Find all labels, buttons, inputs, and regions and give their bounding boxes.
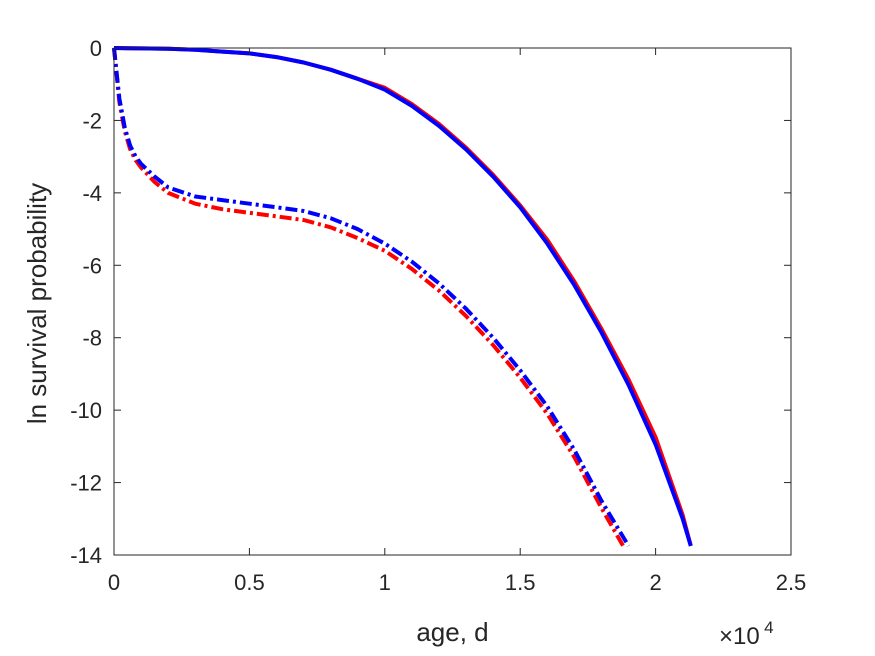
x-tick-label: 0.5 [234, 570, 265, 595]
series-line-2 [113, 46, 693, 547]
y-tick-label: -6 [82, 253, 102, 278]
x-exponent-power: 4 [764, 618, 773, 637]
series-line-1 [113, 46, 693, 547]
axes-box [113, 47, 792, 556]
y-tick-label: -12 [70, 471, 102, 496]
x-axis-label: age, d [416, 617, 488, 647]
ticks-layer: 0 0.5 1 1.5 2 2.5 0 -2 -4 -6 -8 -10 -12 -14 [70, 36, 806, 595]
x-tick-label: 2.5 [776, 570, 807, 595]
series-layer [112, 46, 693, 547]
y-tick-label: -14 [70, 543, 102, 568]
series-line-3 [112, 47, 625, 547]
x-exponent-label: ×10 4 [719, 618, 774, 650]
y-tick-label: -2 [82, 108, 102, 133]
y-tick-label: -10 [70, 398, 102, 423]
y-tick-label: -8 [82, 326, 102, 351]
x-tick-label: 0 [108, 570, 120, 595]
x-exponent-base: ×10 [719, 623, 760, 650]
y-tick-label: 0 [90, 36, 102, 61]
y-tick-label: -4 [82, 181, 102, 206]
y-axis-label: ln survival probability [22, 183, 52, 424]
series-line-4 [112, 47, 631, 547]
x-tick-label: 1.5 [505, 570, 536, 595]
x-tick-label: 2 [649, 570, 661, 595]
x-tick-label: 1 [379, 570, 391, 595]
